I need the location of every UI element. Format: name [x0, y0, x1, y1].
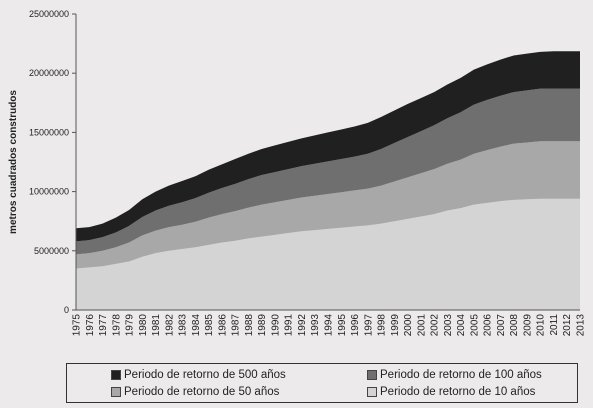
x-tick-label: 1984 [191, 314, 202, 337]
x-tick-label: 1983 [178, 314, 189, 337]
x-tick-label: 1998 [377, 314, 388, 337]
legend-item-10: Periodo de retorno de 10 años [367, 386, 535, 398]
x-tick-label: 1985 [204, 314, 215, 337]
legend-swatch-50 [111, 387, 121, 397]
y-tick-label: 5000000 [34, 246, 69, 256]
x-tick-label: 2011 [549, 314, 560, 336]
x-tick-label: 2012 [562, 314, 573, 337]
x-tick-label: 1977 [98, 314, 109, 337]
area-series-group [76, 51, 580, 310]
x-tick-label: 1989 [257, 314, 268, 337]
x-tick-label: 1979 [125, 314, 136, 337]
x-tick-label: 1981 [151, 314, 162, 337]
y-tick-label: 15000000 [29, 127, 69, 137]
y-tick-label: 0 [64, 305, 69, 315]
x-tick-label: 1991 [284, 314, 295, 337]
x-tick-label: 2007 [496, 314, 507, 337]
x-tick-label: 2000 [403, 314, 414, 337]
y-tick-label: 25000000 [29, 9, 69, 19]
legend: Periodo de retorno de 500 años Periodo d… [66, 363, 578, 403]
legend-item-500: Periodo de retorno de 500 años [111, 369, 286, 381]
x-tick-label: 1975 [72, 314, 83, 337]
x-tick-label: 2004 [456, 314, 467, 337]
legend-swatch-500 [111, 370, 121, 380]
x-tick-label: 1978 [111, 314, 122, 337]
axes-group [75, 14, 580, 311]
legend-item-100: Periodo de retorno de 100 años [367, 369, 542, 381]
legend-label-50: Periodo de retorno de 50 años [124, 386, 280, 398]
x-tick-labels: 1975 1976 1977 1978 1979 1980 1981 1982 1983 1984… [72, 314, 587, 337]
x-tick-label: 2006 [483, 314, 494, 337]
x-tick-label: 1986 [217, 314, 228, 337]
x-tick-label: 2013 [576, 314, 587, 337]
x-tick-label: 2005 [469, 314, 480, 337]
x-tick-label: 2003 [443, 314, 454, 337]
area-series-2 [76, 141, 580, 269]
x-tick-label: 1992 [297, 314, 308, 337]
y-tick-label: 20000000 [29, 68, 69, 78]
legend-label-500: Periodo de retorno de 500 años [124, 369, 286, 381]
x-tick-label: 2009 [522, 314, 533, 337]
x-tick-label: 2010 [536, 314, 547, 337]
y-tick-label: 10000000 [29, 187, 69, 197]
x-tick-label: 1990 [270, 314, 281, 337]
x-tick-label: 1999 [390, 314, 401, 337]
x-tick-label: 1996 [350, 314, 361, 337]
x-tick-label: 1995 [337, 314, 348, 337]
legend-swatch-10 [367, 387, 377, 397]
legend-swatch-100 [367, 370, 377, 380]
legend-label-100: Periodo de retorno de 100 años [380, 369, 542, 381]
x-tick-label: 2002 [430, 314, 441, 337]
x-tick-label: 1980 [138, 314, 149, 337]
area-series-3 [76, 88, 580, 255]
legend-item-50: Periodo de retorno de 50 años [111, 386, 279, 398]
y-axis-label: metros cuadrados construdos [8, 90, 19, 234]
x-tick-label: 1988 [244, 314, 255, 337]
x-tick-label: 1997 [363, 314, 374, 337]
area-series-4 [76, 51, 580, 242]
x-tick-label: 1993 [310, 314, 321, 337]
x-tick-label: 1976 [85, 314, 96, 337]
x-tick-label: 1982 [164, 314, 175, 337]
x-tick-label: 2008 [509, 314, 520, 337]
x-tick-label: 2001 [416, 314, 427, 337]
area-series-1 [76, 198, 580, 310]
y-tick-labels: 0 5000000 10000000 15000000 20000000 25000000 [29, 9, 76, 315]
legend-label-10: Periodo de retorno de 10 años [380, 386, 536, 398]
x-tick-label: 1987 [231, 314, 242, 337]
x-tick-label: 1994 [324, 314, 335, 337]
